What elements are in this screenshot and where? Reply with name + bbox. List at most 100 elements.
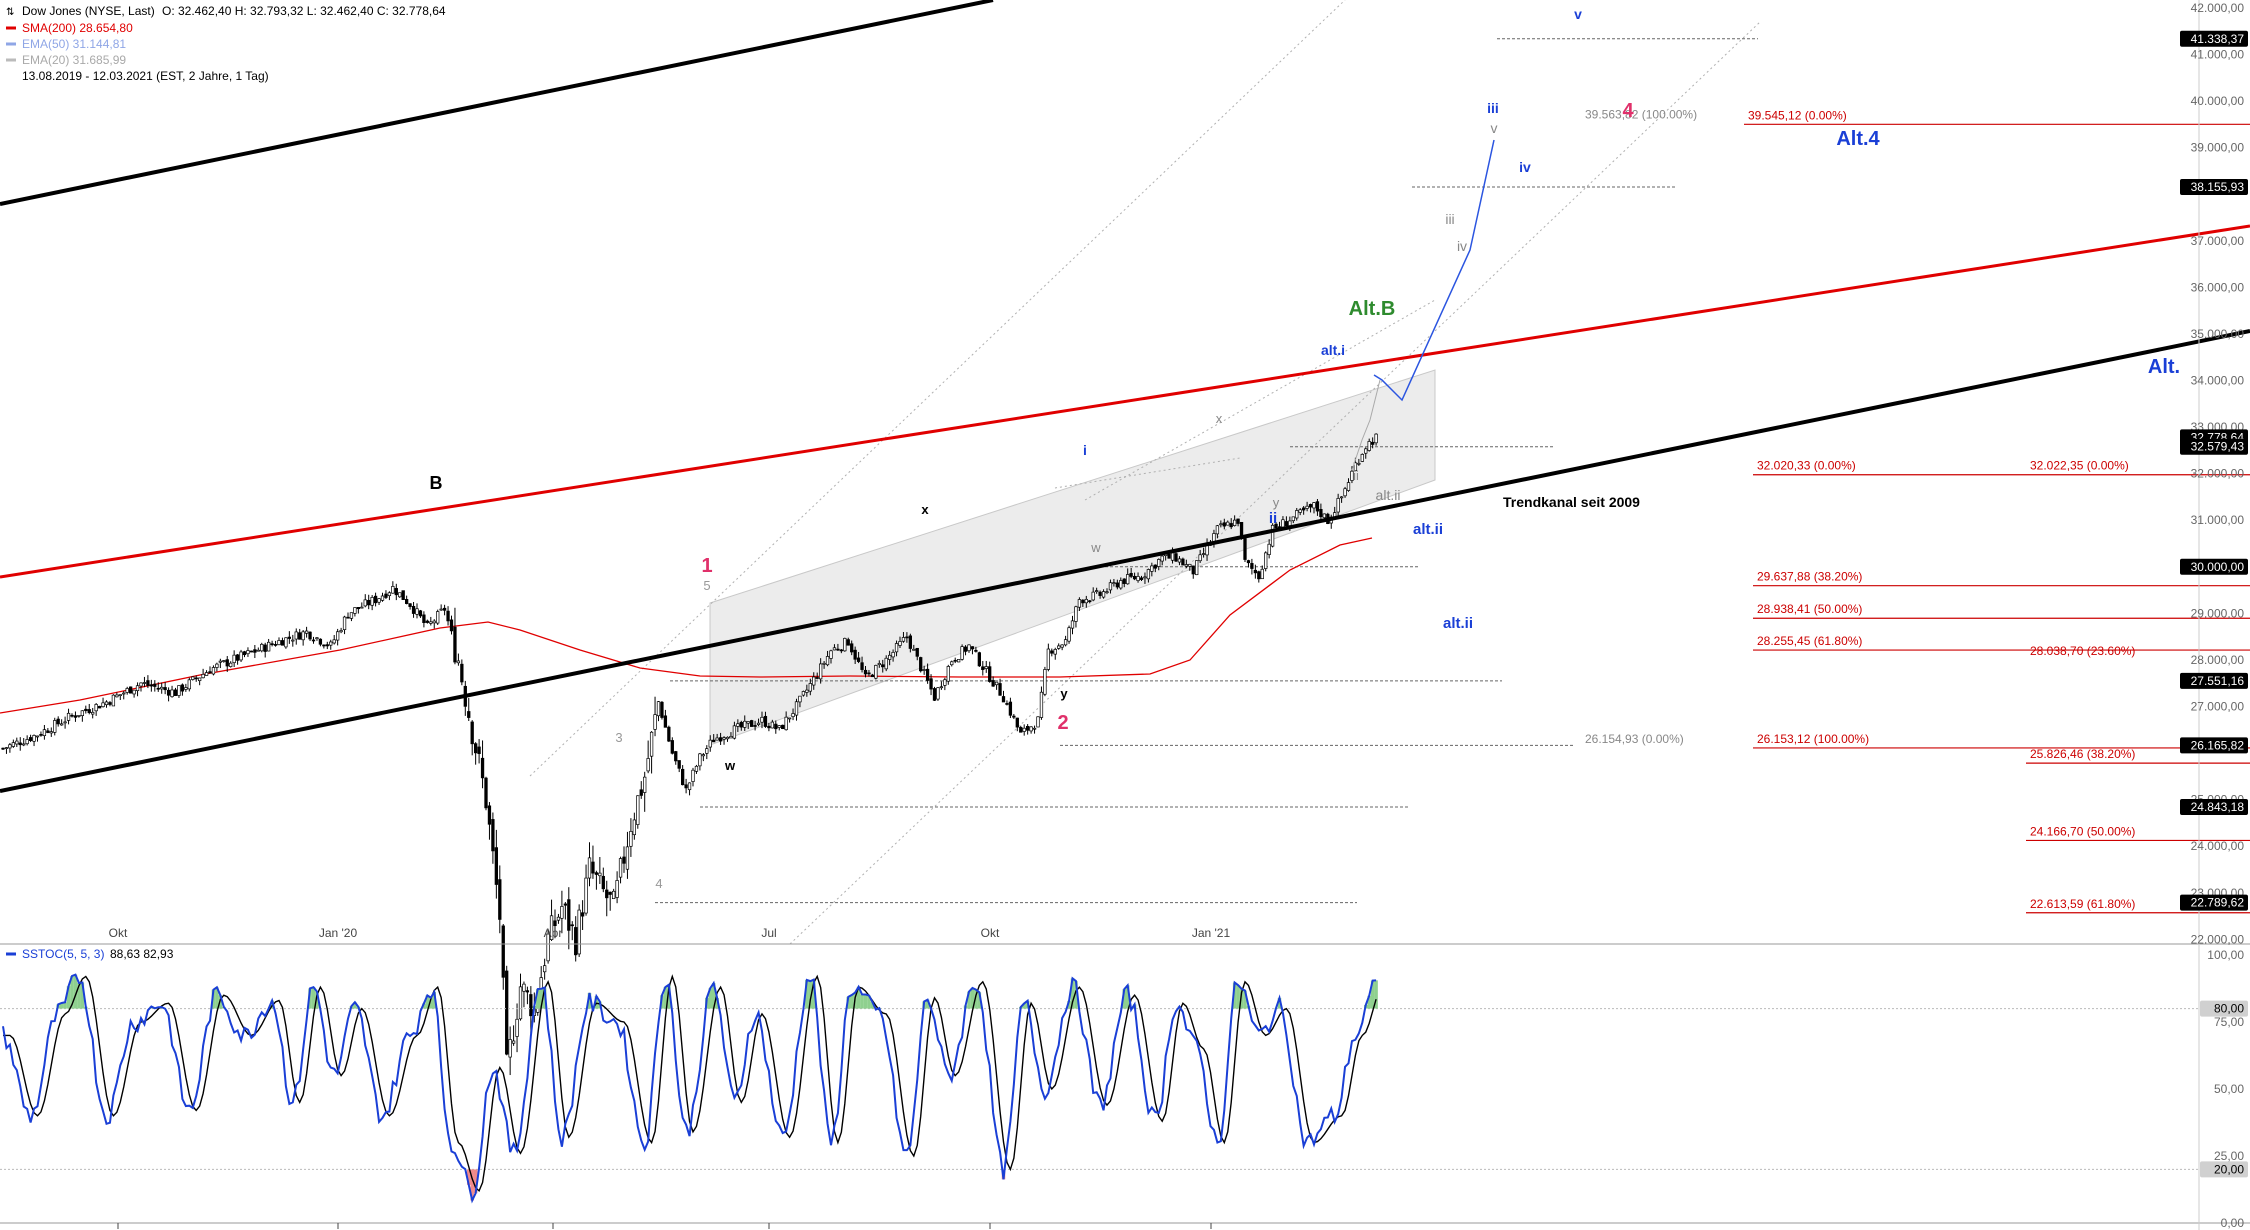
candle-body: [739, 721, 743, 728]
candle-body: [142, 682, 147, 684]
candle-body: [615, 880, 619, 898]
candle-body: [991, 680, 995, 687]
candle-body: [170, 689, 174, 698]
candle-body: [515, 1018, 519, 1037]
wave-label: iii: [1487, 100, 1499, 116]
candle-body: [884, 657, 888, 670]
candle-body: [1157, 559, 1161, 567]
candle-body: [322, 644, 326, 647]
candle-body: [87, 709, 91, 714]
candle-body: [1067, 627, 1071, 642]
wave-label: iv: [1457, 238, 1467, 254]
price-tag-label: 26.165,82: [2191, 738, 2245, 752]
candle-body: [563, 903, 567, 906]
candle-body: [1291, 516, 1295, 522]
price-tag: [2180, 737, 2248, 754]
candle-body: [477, 746, 481, 754]
candles: [1, 433, 1378, 1076]
candle-body: [56, 718, 60, 725]
ohlc-values: O: 32.462,40 H: 32.793,32 L: 32.462,40 C…: [162, 4, 446, 18]
y-tick-label: 42.000,00: [2191, 1, 2245, 15]
candle-body: [1246, 560, 1251, 564]
candle-body: [1081, 599, 1085, 604]
candle-body: [425, 620, 429, 623]
candle-body: [280, 640, 285, 646]
candle-body: [984, 666, 988, 669]
candle-body: [370, 597, 374, 606]
candle-body: [1288, 520, 1292, 527]
candle-body: [163, 687, 167, 691]
wave-label: 2: [1057, 712, 1068, 734]
candle-body: [553, 920, 557, 927]
fib-label: 28.255,45 (61.80%): [1757, 634, 1862, 648]
candle-body: [387, 592, 392, 597]
price-tag-label: 22.789,62: [2191, 896, 2245, 910]
candle-body: [129, 686, 133, 694]
candle-body: [525, 990, 530, 993]
fib-label: 28.038,70 (23.60%): [2030, 644, 2135, 658]
candle-body: [818, 663, 823, 680]
candle-body: [936, 687, 940, 700]
candle-body: [932, 688, 937, 701]
candle-body: [1143, 576, 1147, 579]
candle-body: [587, 857, 592, 879]
candle-body: [1281, 519, 1285, 528]
candle-body: [1260, 568, 1264, 580]
candle-body: [187, 679, 191, 690]
candle-body: [825, 656, 830, 666]
candle-body: [505, 970, 509, 1055]
x-tick-label: Jan '21: [1192, 926, 1231, 940]
candle-body: [1250, 563, 1254, 569]
candle-body: [998, 683, 1002, 696]
candle-body: [808, 683, 812, 692]
candle-body: [898, 641, 902, 646]
candle-body: [715, 737, 719, 741]
candle-body: [484, 777, 488, 809]
candle-body: [1105, 591, 1109, 594]
candle-body: [708, 739, 712, 748]
candle-body: [229, 662, 233, 667]
candle-body: [487, 805, 492, 825]
candle-body: [1146, 569, 1151, 580]
candle-body: [332, 639, 336, 644]
candle-body: [263, 644, 267, 652]
candle-body: [667, 726, 671, 742]
candle-body: [191, 676, 195, 680]
candle-body: [967, 644, 971, 652]
candle-body: [118, 694, 122, 696]
y-tick-label: 35.000,00: [2191, 327, 2245, 341]
candle-body: [398, 592, 402, 598]
symbol-icon: ⇅: [6, 7, 14, 18]
dotted-guide-line: [789, 21, 1761, 945]
candle-body: [153, 683, 157, 687]
wave-label: Alt.B: [1349, 298, 1396, 320]
candle-body: [198, 677, 202, 682]
candle-body: [66, 712, 71, 721]
candle-body: [411, 605, 416, 614]
candle-body: [1132, 575, 1137, 580]
candle-body: [577, 909, 581, 955]
candle-body: [318, 638, 323, 645]
stoch-y-tick-label: 25,00: [2214, 1149, 2244, 1163]
candle-body: [1322, 513, 1327, 519]
candle-body: [1015, 717, 1019, 728]
candle-body: [408, 603, 412, 607]
candle-body: [1, 747, 5, 750]
fib-label: 26.154,93 (0.00%): [1585, 732, 1684, 746]
candle-body: [211, 667, 216, 675]
stoch-tag: [2200, 1000, 2248, 1017]
candle-body: [584, 877, 588, 914]
candle-body: [91, 711, 95, 715]
candle-body: [746, 721, 750, 724]
wave-label: i: [1083, 442, 1087, 458]
fib-label: 25.826,46 (38.20%): [2030, 747, 2135, 761]
candle-body: [1257, 571, 1261, 580]
candle-body: [1215, 525, 1220, 535]
stoch-title: SSTOC(5, 5, 3): [22, 947, 104, 961]
candle-body: [743, 720, 747, 728]
candle-body: [1236, 518, 1240, 524]
candle-body: [1312, 502, 1316, 509]
candle-body: [422, 614, 426, 623]
candle-body: [1126, 574, 1130, 585]
candle-body: [956, 659, 961, 663]
